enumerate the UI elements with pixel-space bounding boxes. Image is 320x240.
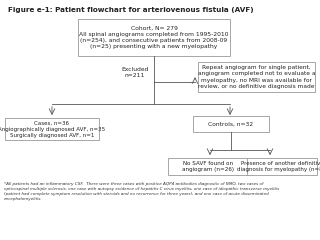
Text: Repeat angiogram for single patient,
angiogram completed not to evaluate a
myelo: Repeat angiogram for single patient, ang… — [198, 65, 315, 89]
Bar — [247, 158, 317, 175]
Bar — [78, 19, 230, 56]
Text: Cohort, N= 279
All spinal angiograms completed from 1995-2010
(n=254), and conse: Cohort, N= 279 All spinal angiograms com… — [79, 26, 229, 49]
Bar — [168, 158, 248, 175]
Bar — [193, 116, 269, 132]
Text: Presence of another definitive
diagnosis for myelopathy (n=8)*: Presence of another definitive diagnosis… — [237, 161, 320, 172]
Bar — [198, 62, 315, 92]
Text: No SAVF found on
angiogram (n=26): No SAVF found on angiogram (n=26) — [182, 161, 234, 172]
Text: Controls, n=32: Controls, n=32 — [208, 121, 253, 126]
Text: Figure e-1: Patient flowchart for arteriovenous fistula (AVF): Figure e-1: Patient flowchart for arteri… — [8, 7, 254, 13]
Text: Cases, n=36
Angiographically diagnosed AVF, n=35
Surgically diagnosed AVF, n=1: Cases, n=36 Angiographically diagnosed A… — [0, 120, 106, 138]
Text: *All patients had an inflammatory CSF.  There were three cases with positive AQP: *All patients had an inflammatory CSF. T… — [4, 182, 279, 201]
Bar — [5, 118, 99, 140]
Text: Excluded
n=211: Excluded n=211 — [121, 67, 149, 78]
